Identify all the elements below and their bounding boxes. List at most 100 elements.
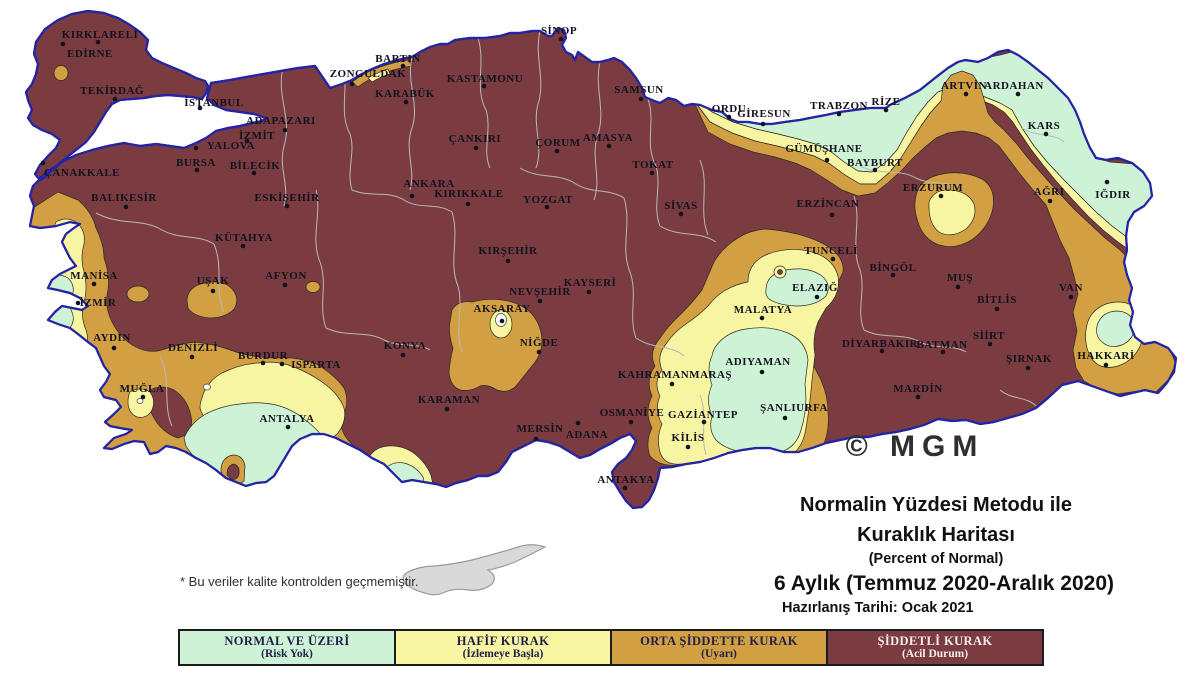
- city-label: SİVAS: [664, 200, 698, 212]
- city-label: BALIKESİR: [91, 192, 157, 204]
- city-marker: [140, 394, 146, 400]
- city-marker: [1025, 365, 1031, 371]
- city-marker: [40, 160, 46, 166]
- city-marker: [189, 354, 195, 360]
- city-marker: [955, 284, 961, 290]
- city-label: ANKARA: [403, 178, 454, 190]
- city-label: AMASYA: [583, 132, 633, 144]
- city-label: İZMİR: [80, 297, 117, 309]
- city-label: ADAPAZARI: [246, 115, 316, 127]
- lake-mugla: [136, 398, 144, 404]
- city-label: KIRKLARELİ: [62, 29, 139, 41]
- legend-sublabel: (İzlemeye Başla): [462, 648, 544, 661]
- city-marker: [606, 143, 612, 149]
- city-label: ORDU: [712, 103, 746, 115]
- city-label: BARTIN: [375, 53, 420, 65]
- city-marker: [836, 111, 842, 117]
- map-title-line2: Kuraklık Haritası: [857, 524, 1015, 546]
- city-label: BAYBURT: [847, 157, 903, 169]
- city-marker: [759, 315, 765, 321]
- city-marker: [194, 167, 200, 173]
- map-prepared-date: Hazırlanış Tarihi: Ocak 2021: [782, 600, 974, 616]
- region-hakkari-normal: [1096, 310, 1135, 347]
- city-label: MANİSA: [70, 270, 118, 282]
- region-edirne-moderate: [53, 65, 69, 81]
- city-marker: [1068, 294, 1074, 300]
- city-label: KONYA: [384, 340, 426, 352]
- city-label: SİNOP: [541, 25, 577, 37]
- legend-label: ORTA ŞİDDETTE KURAK: [640, 633, 798, 648]
- city-label: KÜTAHYA: [215, 231, 273, 244]
- city-marker: [400, 352, 406, 358]
- city-marker: [824, 157, 830, 163]
- city-marker: [830, 256, 836, 262]
- city-label: İSTANBUL: [184, 97, 243, 109]
- city-label: MERSİN: [516, 423, 563, 435]
- city-marker: [95, 39, 101, 45]
- city-marker: [726, 114, 732, 120]
- city-label: ESKİŞEHİR: [254, 192, 320, 204]
- city-marker: [349, 81, 355, 87]
- city-marker: [669, 381, 675, 387]
- city-marker: [814, 294, 820, 300]
- legend-label: NORMAL VE ÜZERİ: [224, 633, 350, 648]
- city-label: AYDIN: [93, 332, 131, 344]
- legend-item-moderate: ORTA ŞİDDETTE KURAK (Uyarı): [610, 631, 826, 664]
- city-marker: [536, 349, 542, 355]
- city-marker: [279, 361, 285, 367]
- region-erzurum-mild: [928, 189, 976, 236]
- city-label: VAN: [1059, 282, 1083, 294]
- city-marker: [1104, 179, 1110, 185]
- city-label: AKSARAY: [474, 303, 531, 315]
- city-marker: [544, 204, 550, 210]
- city-label: ANTAKYA: [597, 474, 654, 486]
- city-label: KIRŞEHİR: [478, 245, 538, 257]
- city-label: IĞDIR: [1095, 188, 1131, 201]
- city-label: BATMAN: [916, 339, 967, 351]
- city-marker: [628, 419, 634, 425]
- city-marker: [481, 83, 487, 89]
- city-label: UŞAK: [197, 275, 230, 287]
- city-label: ANTALYA: [259, 413, 314, 425]
- city-label: BURSA: [176, 157, 216, 169]
- city-label: TRABZON: [810, 100, 868, 112]
- city-label: MUĞLA: [120, 382, 165, 395]
- city-label: ARDAHAN: [984, 80, 1044, 92]
- coastline: [24, 9, 1178, 510]
- city-marker: [685, 444, 691, 450]
- region-zonguldak-mild: [367, 68, 391, 83]
- city-label: KAYSERİ: [564, 277, 617, 289]
- city-marker: [244, 138, 250, 144]
- city-marker: [111, 345, 117, 351]
- city-label: ÇANAKKALE: [44, 167, 120, 179]
- city-label: SAMSUN: [614, 84, 663, 96]
- city-marker: [649, 170, 655, 176]
- city-marker: [123, 204, 129, 210]
- city-marker: [400, 63, 406, 69]
- city-label: GÜMÜŞHANE: [785, 142, 862, 155]
- city-label: DİYARBAKIR: [842, 338, 919, 350]
- legend-sublabel: (Acil Durum): [901, 648, 969, 661]
- city-marker: [75, 300, 81, 306]
- city-marker: [915, 394, 921, 400]
- city-marker: [1103, 362, 1109, 368]
- city-marker: [193, 145, 199, 151]
- city-marker: [622, 485, 628, 491]
- city-layer: KIRKLARELİ EDİRNE TEKİRDAĞ İSTANBULADAPAZAR…: [40, 25, 1134, 491]
- city-marker: [260, 360, 266, 366]
- city-marker: [112, 96, 118, 102]
- city-marker: [760, 121, 766, 127]
- city-marker: [994, 306, 1000, 312]
- legend-item-mild: HAFİF KURAK (İzlemeye Başla): [394, 631, 610, 664]
- city-marker: [701, 419, 707, 425]
- city-label: KİLİS: [671, 432, 704, 444]
- city-marker: [829, 212, 835, 218]
- city-label: BURDUR: [238, 350, 289, 362]
- city-label: NİĞDE: [520, 336, 559, 349]
- city-marker: [409, 193, 415, 199]
- city-label: EDİRNE: [67, 48, 113, 60]
- city-label: ŞIRNAK: [1006, 353, 1052, 365]
- city-marker: [282, 127, 288, 133]
